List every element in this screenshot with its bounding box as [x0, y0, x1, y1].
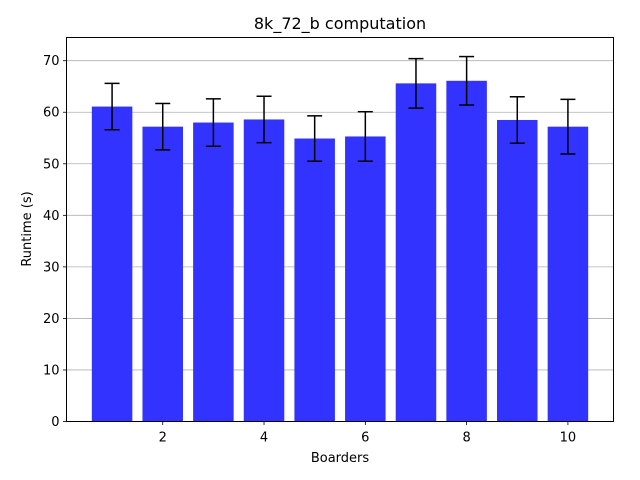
error-bars	[104, 55, 576, 162]
error-bar	[509, 96, 525, 144]
bar	[243, 119, 285, 422]
y-tick-label: 30	[43, 260, 60, 275]
x-tick-label: 10	[560, 431, 577, 446]
bar	[193, 122, 234, 422]
y-axis-ticks: 0 10 20 30 40 50 60 70	[43, 54, 67, 430]
error-bar	[560, 98, 576, 155]
y-tick-label: 50	[43, 157, 60, 172]
x-tick-label: 8	[462, 431, 470, 446]
error-bar	[155, 102, 171, 151]
y-axis-label: Runtime (s)	[20, 191, 35, 266]
bar	[497, 119, 538, 422]
error-bar	[205, 98, 221, 148]
y-tick-label: 20	[43, 312, 60, 327]
y-tick-label: 10	[43, 363, 60, 378]
bar	[345, 136, 386, 422]
bar	[395, 83, 437, 422]
error-bar	[459, 55, 475, 106]
x-tick-label: 2	[159, 431, 167, 446]
bar	[91, 106, 133, 422]
bar	[142, 126, 183, 422]
x-axis-ticks: 2 4 6 8 10	[159, 421, 577, 446]
plot-frame	[66, 37, 614, 422]
error-bar	[408, 57, 424, 109]
bar	[294, 138, 335, 422]
x-axis-label: Boarders	[311, 451, 370, 466]
y-tick-label: 40	[43, 209, 60, 224]
error-bar	[104, 82, 120, 131]
x-tick-label: 4	[260, 431, 268, 446]
y-tick-label: 60	[43, 106, 60, 121]
bar	[446, 80, 487, 422]
bar	[547, 126, 589, 422]
x-tick-label: 6	[361, 431, 369, 446]
error-bar	[357, 110, 373, 162]
y-tick-label: 0	[51, 415, 59, 430]
error-bar	[256, 95, 272, 144]
bars	[91, 80, 589, 422]
error-bar	[307, 115, 323, 162]
y-tick-label: 70	[43, 54, 60, 69]
chart-title: 8k_72_b computation	[254, 14, 426, 34]
